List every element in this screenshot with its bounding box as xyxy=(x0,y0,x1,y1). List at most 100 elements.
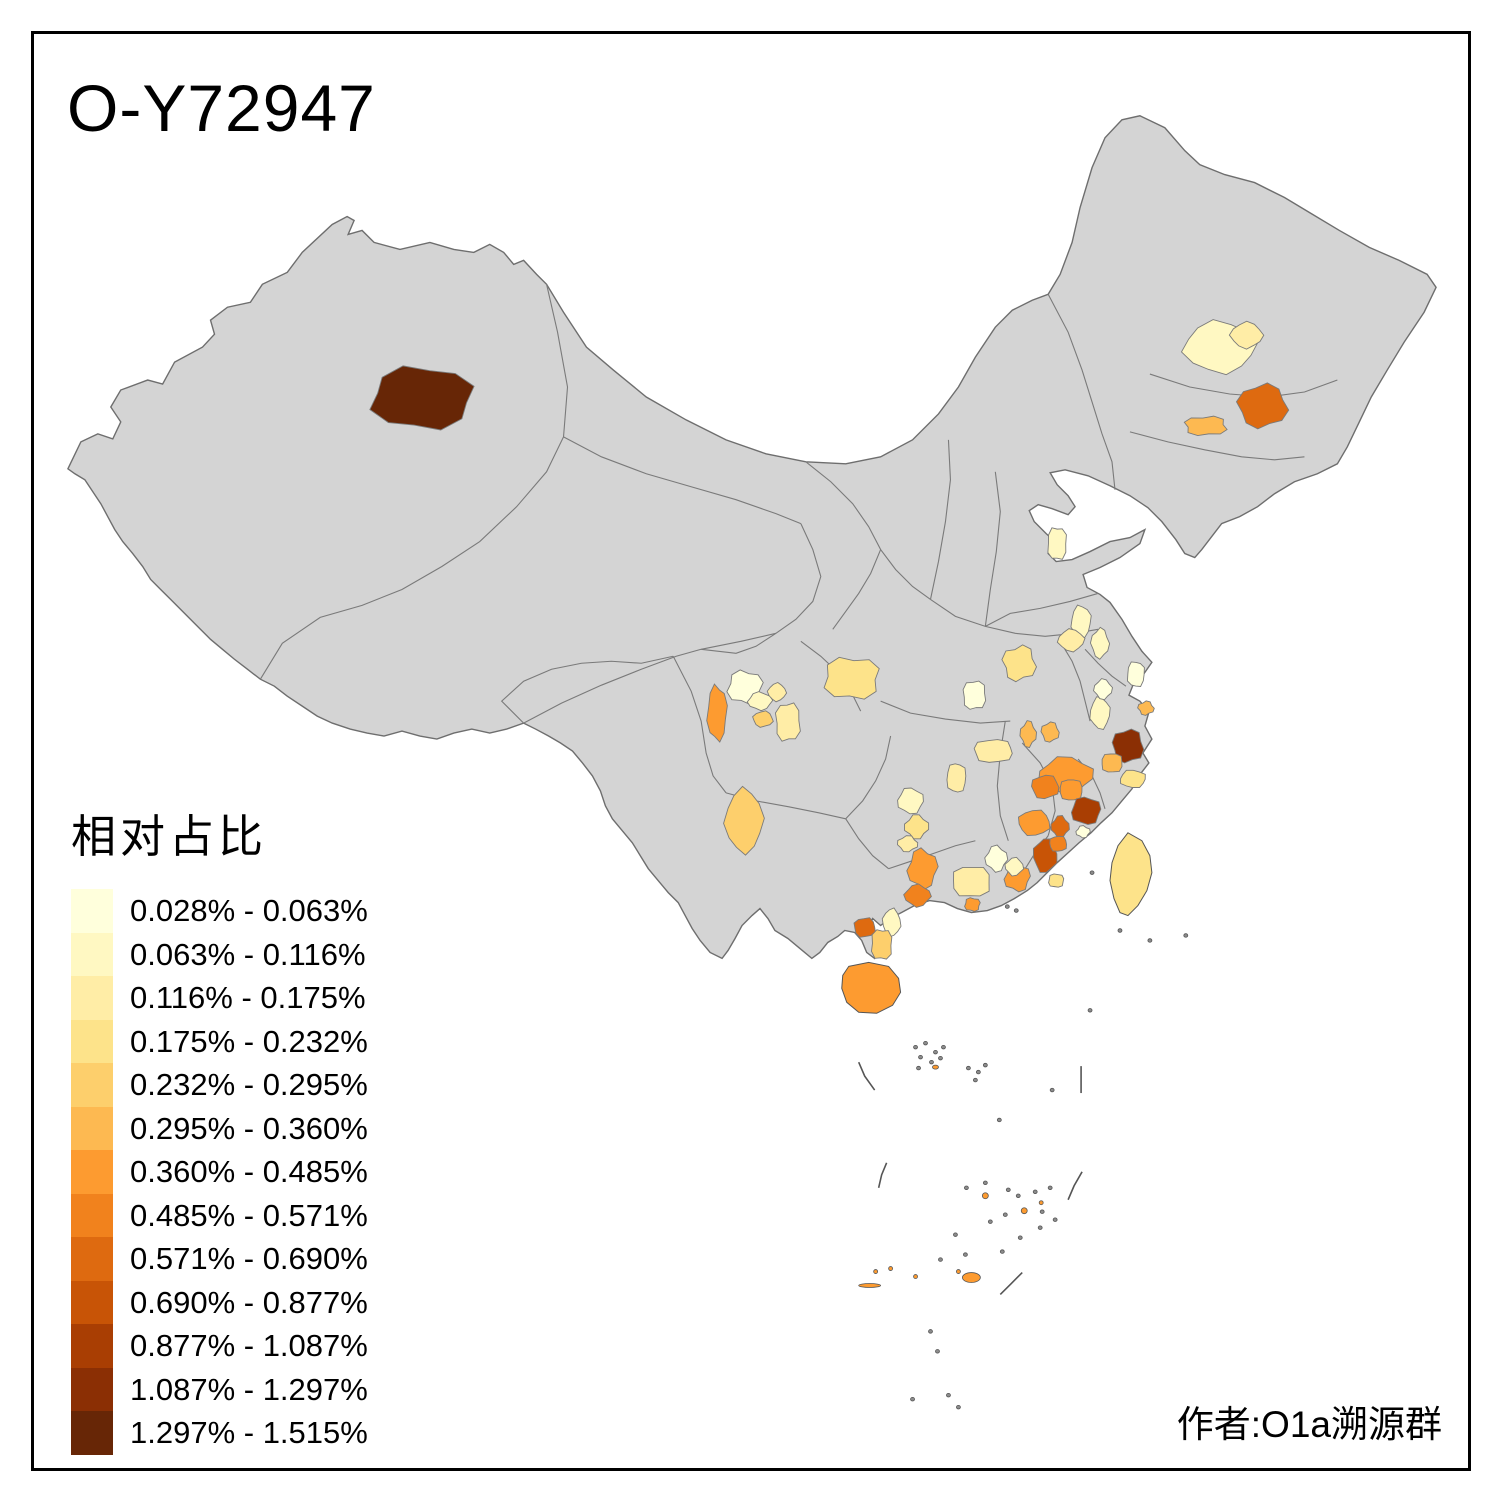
prefecture-region xyxy=(1056,628,1086,653)
islet xyxy=(910,1396,915,1402)
legend-label: 1.297% - 1.515% xyxy=(130,1415,368,1450)
china-choropleth-map xyxy=(67,115,1437,1410)
islet xyxy=(1089,870,1095,875)
prefecture-region xyxy=(752,710,774,728)
prefecture-region xyxy=(766,681,788,703)
reef-line xyxy=(857,1061,876,1091)
province-border-line xyxy=(845,735,892,820)
islet xyxy=(953,1232,958,1237)
prefecture-region xyxy=(1126,661,1145,687)
islet xyxy=(966,1065,971,1071)
prefecture-region xyxy=(962,680,987,710)
legend-label: 0.690% - 0.877% xyxy=(130,1284,368,1320)
reef-line xyxy=(877,1162,888,1188)
prefecture-region xyxy=(746,691,774,712)
legend-swatch xyxy=(71,1193,113,1237)
legend-swatch xyxy=(71,1237,113,1281)
legend-label: 0.028% - 0.063% xyxy=(130,893,368,928)
province-border-line xyxy=(984,471,1001,627)
province-border-line xyxy=(832,549,882,630)
legend-label: 0.232% - 0.295% xyxy=(130,1067,368,1102)
prefecture-region xyxy=(823,656,880,700)
prefecture-region xyxy=(1228,320,1265,350)
islet xyxy=(913,1044,918,1050)
legend-swatch xyxy=(71,1280,113,1324)
plot-frame: O-Y72947 相对占比 0.028% - 0.063% 0.063% - 0.… xyxy=(31,31,1471,1471)
islet xyxy=(1015,1193,1021,1198)
prefecture-region xyxy=(1075,825,1091,839)
reef-lines xyxy=(857,1061,1083,1296)
legend-row: 0.485% - 0.571% xyxy=(71,1193,368,1237)
prefecture-region xyxy=(1017,809,1051,837)
legend-row: 0.360% - 0.485% xyxy=(71,1150,368,1194)
prefecture-region xyxy=(1059,779,1083,801)
islet xyxy=(1004,904,1010,909)
legend-label: 0.360% - 0.485% xyxy=(130,1154,368,1189)
reef-line xyxy=(1067,1171,1083,1201)
province-border-line xyxy=(523,648,702,724)
legend-swatch xyxy=(71,976,113,1020)
province-border-line xyxy=(1059,641,1091,722)
legend-row: 0.295% - 0.360% xyxy=(71,1106,368,1150)
islet xyxy=(964,1185,969,1190)
legend-label: 0.063% - 0.116% xyxy=(130,936,366,972)
islet xyxy=(929,1059,934,1065)
legend-swatch xyxy=(71,1324,113,1368)
province-border-line xyxy=(563,436,802,525)
legend-row: 0.116% - 0.175% xyxy=(71,976,368,1020)
prefecture-region xyxy=(1004,856,1025,877)
province-border-line xyxy=(259,284,569,680)
islet xyxy=(1183,933,1189,938)
legend-row: 0.571% - 0.690% xyxy=(71,1237,368,1281)
islet xyxy=(1017,1235,1023,1240)
prefecture-region xyxy=(774,702,801,742)
islet xyxy=(941,1044,946,1050)
china-mainland-shape xyxy=(67,115,1437,960)
prefecture-region xyxy=(1019,720,1037,749)
province-border-line xyxy=(701,523,822,654)
attribution: 作者:O1a溯源群 xyxy=(1176,1404,1442,1445)
islet xyxy=(963,1252,968,1257)
islet xyxy=(938,1055,943,1061)
legend-label: 0.571% - 0.690% xyxy=(130,1241,368,1276)
prefecture-region xyxy=(1001,644,1038,683)
legend-swatch xyxy=(71,1150,113,1194)
prefecture-region xyxy=(1049,835,1067,852)
prefecture-region xyxy=(964,897,981,912)
reef-line xyxy=(999,1271,1023,1296)
legend-label: 0.877% - 1.087% xyxy=(130,1328,368,1363)
prefecture-region xyxy=(1047,527,1067,560)
islet xyxy=(972,1077,978,1083)
islet xyxy=(1087,1008,1093,1013)
hainan-island xyxy=(841,961,902,1014)
legend-swatch xyxy=(71,1019,113,1063)
prefecture-region xyxy=(1093,678,1113,701)
islet xyxy=(923,1040,928,1046)
prefecture-region xyxy=(1040,721,1060,743)
taiwan-island xyxy=(1109,832,1153,917)
islet xyxy=(1005,1187,1011,1192)
province-border-line xyxy=(701,632,777,650)
islet xyxy=(935,1349,940,1354)
legend-swatch xyxy=(71,932,113,976)
islet xyxy=(956,1404,961,1410)
prefecture-region xyxy=(1137,700,1155,716)
islet xyxy=(928,1329,933,1334)
province-border-line xyxy=(500,655,674,724)
prefecture-region xyxy=(897,835,919,853)
legend-row: 0.232% - 0.295% xyxy=(71,1063,368,1107)
legend-swatch xyxy=(71,1106,113,1150)
legend-label: 1.087% - 1.297% xyxy=(130,1371,368,1407)
colored-islet xyxy=(1038,1200,1044,1206)
legend-row: 0.175% - 0.232% xyxy=(71,1019,368,1063)
prefecture-region xyxy=(369,365,475,431)
islet xyxy=(946,1393,951,1398)
legend-row: 1.297% - 1.515% xyxy=(71,1411,368,1455)
prefecture-region xyxy=(984,844,1009,873)
legend-label: 0.116% - 0.175% xyxy=(130,980,366,1015)
legend-label: 0.295% - 0.360% xyxy=(130,1110,368,1146)
legend-row: 0.690% - 0.877% xyxy=(71,1280,368,1324)
colored-islet xyxy=(913,1274,918,1279)
islet xyxy=(918,1054,923,1060)
islet xyxy=(1002,1212,1008,1217)
